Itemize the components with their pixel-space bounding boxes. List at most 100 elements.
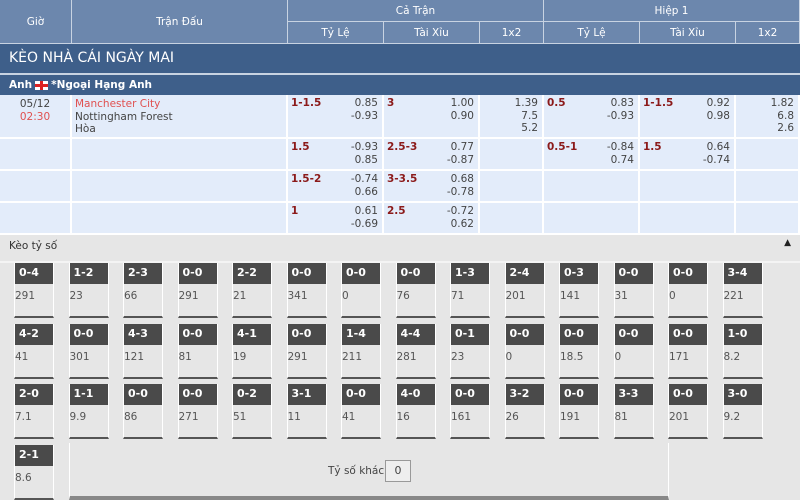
- score-odds: 86: [124, 411, 138, 423]
- correct-score-item[interactable]: 2-0 7.1: [14, 384, 54, 439]
- odds-price[interactable]: -0.69: [350, 217, 378, 230]
- odds-cell: 1-1.5 0.85 -0.93: [288, 95, 384, 139]
- correct-score-item[interactable]: 2-1 8.6: [14, 444, 54, 500]
- correct-score-item[interactable]: 0-0 191: [559, 384, 599, 439]
- correct-score-item[interactable]: 3-4 221: [722, 263, 763, 318]
- correct-score-item[interactable]: 1-1 9.9: [68, 384, 109, 439]
- score-odds: 23: [69, 290, 83, 302]
- score-odds: 76: [396, 290, 410, 302]
- correct-score-item[interactable]: 2-2 21: [232, 263, 272, 318]
- odds-cell: 0.5-1 -0.84 0.74: [544, 139, 640, 171]
- correct-score-item[interactable]: 0-0 0: [504, 323, 545, 379]
- correct-score-item[interactable]: 4-4 281: [395, 323, 436, 379]
- odds-price[interactable]: -0.84: [606, 141, 634, 153]
- correct-score-item[interactable]: 3-0 9.2: [722, 384, 763, 439]
- score-label: 0-2: [233, 384, 271, 405]
- header-time: Giờ: [0, 0, 72, 44]
- x12-odds[interactable]: 6.8: [777, 109, 794, 122]
- odds-price[interactable]: -0.93: [350, 141, 378, 153]
- correct-score-item[interactable]: 0-0 291: [177, 263, 218, 318]
- score-odds: 291: [287, 350, 308, 363]
- home-team[interactable]: Manchester City: [75, 98, 161, 110]
- odds-cell: [544, 203, 640, 235]
- correct-score-item[interactable]: 0-0 0: [341, 263, 381, 318]
- collapse-arrow-icon[interactable]: ▲: [784, 238, 791, 248]
- correct-score-item[interactable]: 2-3 66: [123, 263, 163, 318]
- correct-score-item[interactable]: 1-2 23: [68, 263, 109, 318]
- score-odds: 81: [614, 411, 628, 423]
- odds-price[interactable]: 0.98: [706, 109, 730, 122]
- odds-cell: [640, 203, 736, 235]
- odds-price[interactable]: 0.85: [354, 97, 378, 109]
- score-label: 0-0: [560, 384, 598, 405]
- correct-score-item[interactable]: 0-0 271: [177, 384, 218, 439]
- x12-odds[interactable]: 7.5: [521, 109, 538, 122]
- odds-cell: 1.5-2 -0.74 0.66: [288, 171, 384, 203]
- odds-price[interactable]: 0.92: [706, 97, 730, 109]
- correct-score-item[interactable]: 0-0 201: [668, 384, 708, 439]
- correct-score-item[interactable]: 0-2 51: [232, 384, 272, 439]
- correct-score-item[interactable]: 2-4 201: [504, 263, 545, 318]
- correct-score-item[interactable]: 1-4 211: [341, 323, 381, 379]
- score-label: 3-4: [723, 263, 762, 284]
- correct-score-item[interactable]: 3-1 11: [286, 384, 327, 439]
- correct-score-item[interactable]: 0-1 23: [450, 323, 490, 379]
- x12-odds[interactable]: 1.82: [770, 97, 794, 109]
- league-row[interactable]: Anh *Ngoại Hạng Anh: [0, 75, 800, 95]
- correct-score-item[interactable]: 4-2 41: [14, 323, 54, 379]
- correct-score-item[interactable]: 0-3 141: [559, 263, 599, 318]
- odds-line: 1-1.5: [291, 97, 322, 109]
- correct-score-item[interactable]: 0-0 41: [341, 384, 381, 439]
- odds-price[interactable]: -0.93: [606, 109, 634, 122]
- correct-score-item[interactable]: 1-3 71: [450, 263, 490, 318]
- odds-price[interactable]: -0.72: [446, 205, 474, 217]
- odds-price[interactable]: -0.74: [350, 173, 378, 185]
- correct-score-item[interactable]: 0-0 171: [668, 323, 708, 379]
- correct-score-item[interactable]: 0-0 81: [177, 323, 218, 379]
- odds-price[interactable]: 0.90: [450, 109, 474, 122]
- correct-score-item[interactable]: 0-0 18.5: [559, 323, 599, 379]
- odds-price[interactable]: -0.74: [702, 153, 730, 166]
- odds-price[interactable]: -0.93: [350, 109, 378, 122]
- x12-odds[interactable]: 1.39: [514, 97, 538, 109]
- x12-odds[interactable]: 2.6: [777, 122, 794, 134]
- correct-score-item[interactable]: 0-0 0: [613, 323, 654, 379]
- correct-score-item[interactable]: 0-0 76: [395, 263, 436, 318]
- away-team[interactable]: Nottingham Forest: [75, 110, 173, 123]
- odds-price[interactable]: 0.85: [354, 153, 378, 166]
- correct-score-item[interactable]: 0-4 291: [14, 263, 54, 318]
- correct-score-item[interactable]: 0-0 161: [450, 384, 490, 439]
- odds-price[interactable]: -0.78: [446, 185, 474, 198]
- correct-score-item[interactable]: 0-0 301: [68, 323, 109, 379]
- correct-score-item[interactable]: 0-0 86: [123, 384, 163, 439]
- odds-price[interactable]: 0.68: [450, 173, 474, 185]
- odds-price[interactable]: 0.62: [450, 217, 474, 230]
- correct-score-item[interactable]: 4-1 19: [232, 323, 272, 379]
- odds-line: 1.5: [291, 141, 310, 153]
- score-odds: 0: [505, 350, 513, 363]
- other-score-label: Tỷ số khác: [328, 465, 385, 477]
- score-odds: 291: [178, 290, 199, 302]
- score-label: 4-3: [124, 323, 162, 345]
- score-label: 0-0: [669, 384, 707, 405]
- odds-price[interactable]: 0.61: [354, 205, 378, 217]
- odds-price[interactable]: 0.83: [610, 97, 634, 109]
- odds-price[interactable]: 1.00: [450, 97, 474, 109]
- odds-price[interactable]: 0.74: [610, 153, 634, 166]
- odds-price[interactable]: 0.77: [450, 141, 474, 153]
- correct-score-item[interactable]: 1-0 8.2: [722, 323, 763, 379]
- correct-score-item[interactable]: 0-0 31: [613, 263, 654, 318]
- correct-score-item[interactable]: 4-3 121: [123, 323, 163, 379]
- x12-odds[interactable]: 5.2: [521, 122, 538, 134]
- correct-score-item[interactable]: 3-2 26: [504, 384, 545, 439]
- correct-score-item[interactable]: 0-0 0: [668, 263, 708, 318]
- odds-price[interactable]: -0.87: [446, 153, 474, 166]
- correct-score-header[interactable]: [0, 235, 800, 263]
- odds-cell: 2.5 -0.72 0.62: [384, 203, 480, 235]
- correct-score-item[interactable]: 0-0 291: [286, 323, 327, 379]
- odds-price[interactable]: 0.66: [354, 185, 378, 198]
- correct-score-item[interactable]: 0-0 341: [286, 263, 327, 318]
- correct-score-item[interactable]: 3-3 81: [613, 384, 654, 439]
- odds-price[interactable]: 0.64: [706, 141, 730, 153]
- correct-score-item[interactable]: 4-0 16: [395, 384, 436, 439]
